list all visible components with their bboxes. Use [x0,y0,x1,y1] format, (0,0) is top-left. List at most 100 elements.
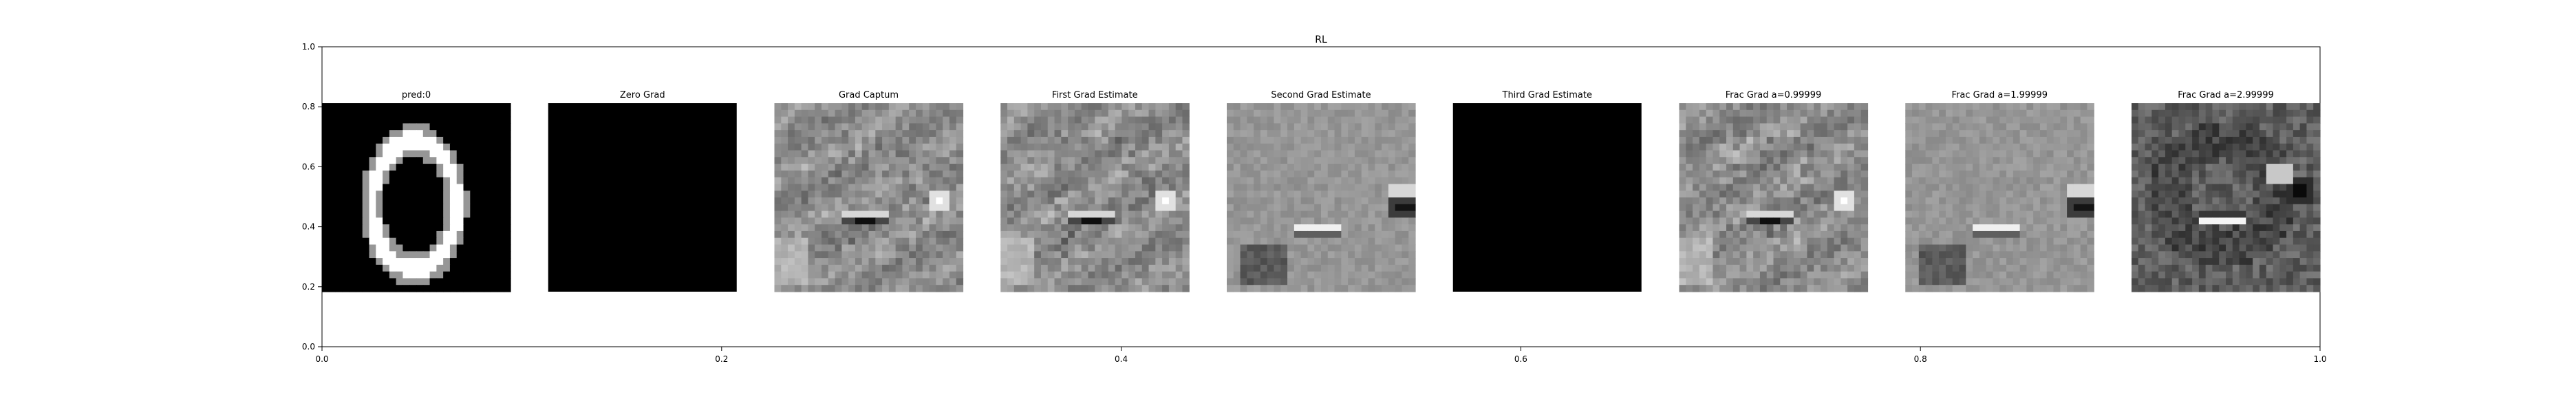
pixel [363,245,369,252]
pixel [1395,265,1402,272]
pixel [1241,191,1247,197]
pixel [775,197,782,204]
pixel [862,258,869,265]
pixel [376,245,383,252]
pixel [1999,272,2006,279]
pixel [889,278,896,285]
pixel [430,117,437,124]
pixel [1686,231,1693,238]
pixel [956,123,963,130]
pixel [402,238,409,245]
pixel [1034,177,1041,184]
pixel [2087,130,2094,137]
pixel [1382,211,1388,218]
pixel [2013,265,2020,272]
pixel [1912,251,1919,258]
pixel [1108,204,1115,211]
pixel [1014,151,1021,158]
pixel [1169,285,1176,292]
pixel [1368,171,1375,177]
pixel [1814,144,1821,151]
pixel [329,191,336,197]
pixel [902,278,909,285]
pixel [1821,130,1827,137]
pixel [1814,197,1821,204]
pixel [2006,103,2013,110]
pixel [1693,137,1699,144]
pixel [1753,231,1760,238]
pixel [2020,278,2027,285]
pixel [402,144,409,151]
pixel [1247,258,1254,265]
pixel [450,110,457,117]
pixel [342,258,349,265]
pixel [1169,137,1176,144]
pixel [1227,110,1234,117]
pixel [1746,231,1753,238]
pixel [1408,177,1415,184]
pixel [1699,177,1706,184]
pixel [808,217,815,224]
x-tick-label: 1.0 [2313,354,2326,364]
pixel [1368,130,1375,137]
pixel [409,184,416,191]
pixel [2047,211,2054,218]
pixel [822,238,828,245]
pixel [1726,258,1733,265]
pixel [2240,137,2246,144]
pixel [2081,258,2087,265]
pixel [902,238,909,245]
pixel [1699,144,1706,151]
pixel [2300,151,2307,158]
pixel [2047,238,2054,245]
pixel [1794,130,1801,137]
pixel [477,278,484,285]
pixel [1746,130,1753,137]
pixel [2192,144,2199,151]
pixel [1287,238,1294,245]
pixel [1699,204,1706,211]
pixel [2158,103,2165,110]
pixel [1007,164,1014,171]
pixel [781,130,788,137]
pixel [1115,130,1122,137]
pixel [1919,103,1926,110]
pixel [909,285,916,292]
pixel [450,184,457,191]
pixel [1368,177,1375,184]
pixel [2087,258,2094,265]
pixel [1746,184,1753,191]
pixel [2060,130,2067,137]
pixel [2087,265,2094,272]
pixel [322,204,329,211]
pixel [909,251,916,258]
pixel [416,211,423,218]
pixel [795,224,802,231]
pixel [1953,184,1960,191]
pixel [1254,137,1260,144]
pixel [464,251,471,258]
pixel [1719,251,1726,258]
pixel [781,272,788,279]
pixel [1946,117,1953,124]
pixel [795,251,802,258]
pixel [808,204,815,211]
pixel [923,245,930,252]
pixel [1227,204,1234,211]
pixel [1088,211,1095,218]
pixel [2020,177,2027,184]
pixel [1993,211,1999,218]
pixel [1840,224,1847,231]
pixel [1388,245,1395,252]
pixel [822,103,828,110]
pixel [815,272,822,279]
pixel [1027,123,1034,130]
pixel [1362,211,1368,218]
pixel [896,251,903,258]
pixel [389,117,396,124]
pixel [1993,164,1999,171]
pixel [1986,204,1993,211]
pixel [1834,278,1841,285]
pixel [1260,211,1267,218]
pixel [1986,177,1993,184]
